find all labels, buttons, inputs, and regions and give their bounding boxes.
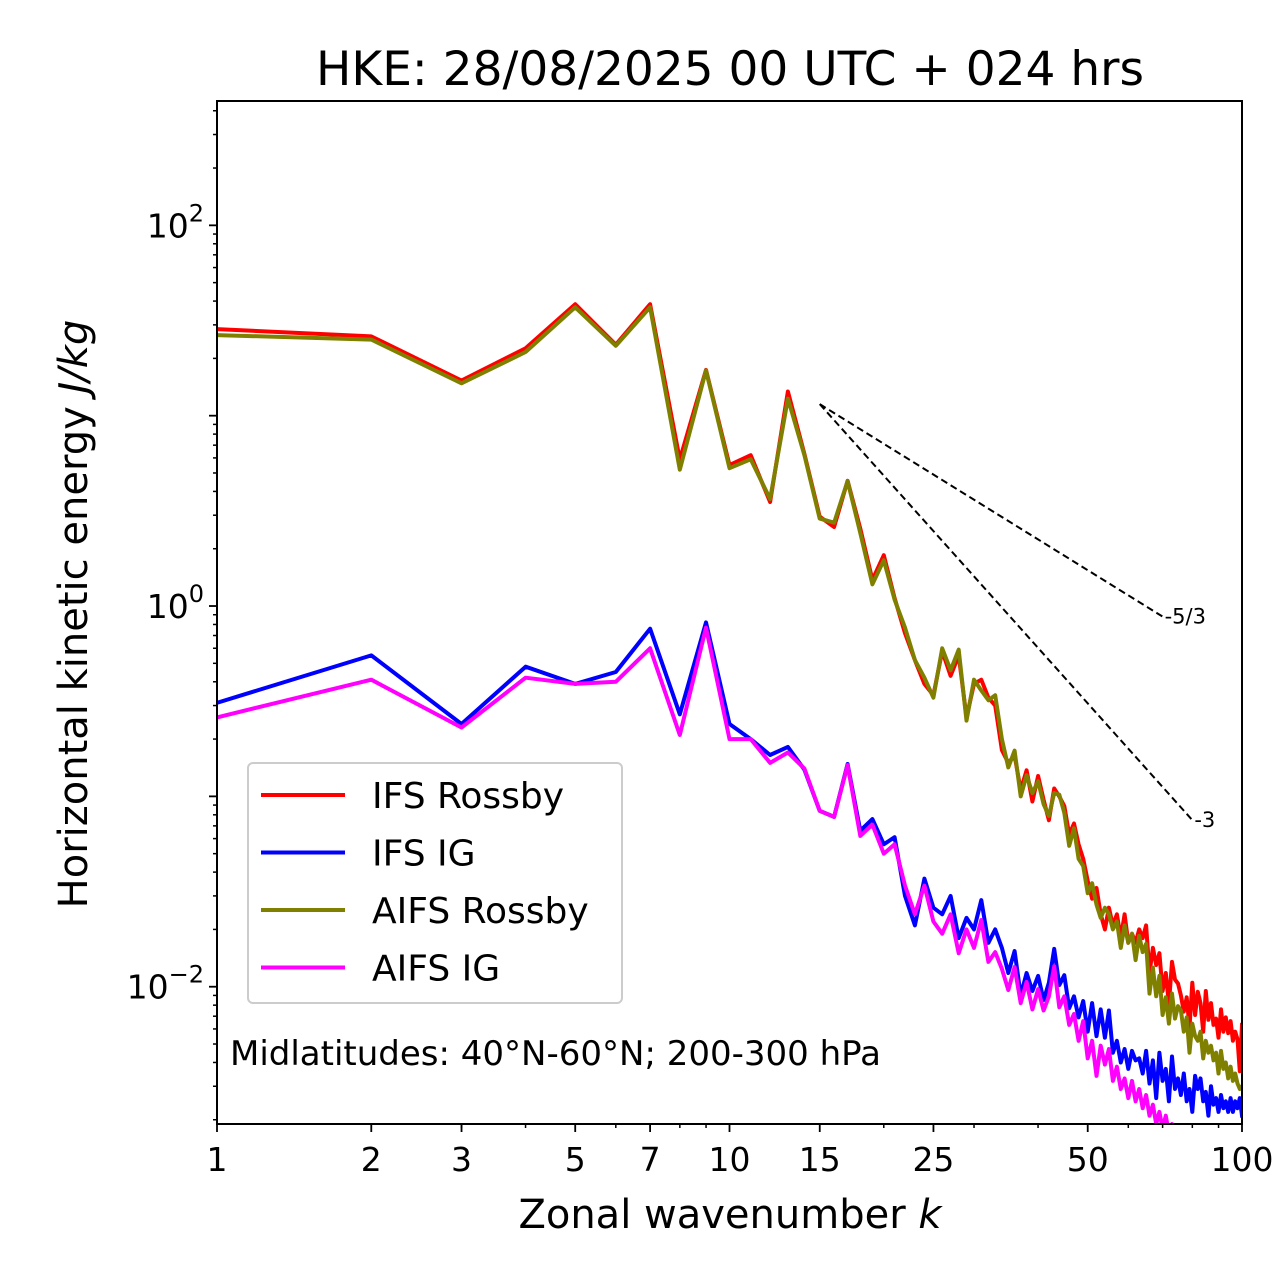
y-tick-label: 100	[147, 580, 204, 626]
x-axis-label: Zonal wavenumber k	[518, 1192, 943, 1238]
x-tick-label: 5	[565, 1140, 586, 1179]
y-axis-ticks: 102 100 10−2	[127, 109, 217, 1121]
y-axis-label-text: Horizontal kinetic energy	[51, 406, 97, 908]
y-axis-label-unit: J/kg	[51, 320, 97, 401]
legend-label-ifs-ig: IFS IG	[372, 834, 476, 875]
reference-slope-labels: -5/3 -3	[1165, 605, 1216, 833]
x-tick-label: 100	[1211, 1140, 1274, 1179]
x-tick-label: 7	[640, 1140, 661, 1179]
x-axis-ticks: 1 2 3 5 7 10 15 25 50 100	[207, 1124, 1274, 1179]
x-tick-label: 1	[207, 1140, 228, 1179]
x-tick-label: 15	[799, 1140, 841, 1179]
reference-slope-lines	[819, 403, 1194, 821]
x-axis-label-text: Zonal wavenumber	[518, 1192, 906, 1238]
region-annotation: Midlatitudes: 40°N-60°N; 200-300 hPa	[230, 1034, 881, 1074]
series-line-aifs-rossby	[217, 305, 1242, 1091]
legend-label-aifs-ig: AIFS IG	[372, 949, 500, 990]
y-tick-label: 10−2	[127, 961, 204, 1007]
legend-label-ifs-rossby: IFS Rossby	[372, 776, 564, 817]
chart-title: HKE: 28/08/2025 00 UTC + 024 hrs	[316, 42, 1144, 97]
x-axis-label-variable: k	[918, 1192, 943, 1238]
reference-line-label: -5/3	[1165, 605, 1206, 629]
series-lines	[217, 302, 1242, 1124]
legend: IFS Rossby IFS IG AIFS Rossby AIFS IG	[247, 762, 623, 1004]
x-tick-label: 25	[912, 1140, 954, 1179]
x-tick-label: 50	[1067, 1140, 1109, 1179]
x-tick-label: 2	[361, 1140, 382, 1179]
y-axis-label: Horizontal kinetic energy J/kg	[51, 320, 97, 909]
legend-label-aifs-rossby: AIFS Rossby	[372, 891, 589, 932]
x-tick-label: 3	[451, 1140, 472, 1179]
reference-line-5-3	[819, 403, 1164, 618]
reference-line-3	[819, 403, 1194, 821]
y-tick-label: 102	[147, 199, 204, 245]
series-line-aifs-ig	[217, 625, 1175, 1124]
reference-line-label: -3	[1194, 808, 1215, 832]
x-tick-label: 10	[709, 1140, 751, 1179]
legend-box	[247, 762, 623, 1004]
